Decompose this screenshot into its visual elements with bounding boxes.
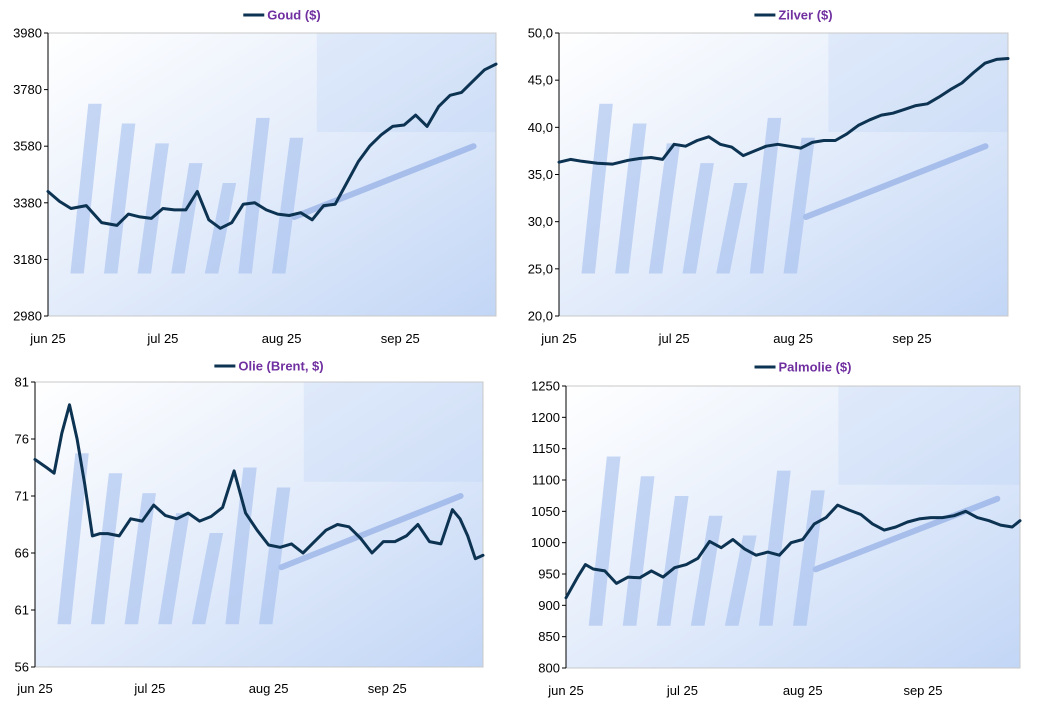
legend: Palmolie ($): [754, 360, 852, 375]
x-tick-label: jul 25: [133, 681, 165, 696]
y-tick-label: 45,0: [528, 73, 553, 88]
y-tick-label: 1000: [531, 535, 560, 550]
legend: Goud ($): [243, 8, 321, 23]
legend-label: Zilver ($): [778, 8, 832, 23]
x-tick-label: sep 25: [893, 331, 932, 346]
decorative-bars-image: [57, 382, 483, 625]
series-line-goud: [46, 62, 498, 230]
legend-label: Goud ($): [267, 8, 320, 23]
y-tick-label: 61: [15, 603, 29, 618]
y-tick-label: 3180: [13, 252, 42, 267]
y-tick-label: 30,0: [528, 214, 553, 229]
x-tick-label: jun 25: [16, 681, 52, 696]
series-line-olie-brent: [33, 403, 485, 561]
y-tick-label: 56: [15, 660, 29, 675]
y-tick-label: 1250: [531, 379, 560, 394]
x-tick-label: jul 25: [666, 683, 698, 698]
legend: Olie (Brent, $): [214, 359, 324, 374]
x-tick-label: jun 25: [547, 683, 583, 698]
x-tick-label: jun 25: [29, 331, 65, 346]
y-tick-label: 3580: [13, 139, 42, 154]
y-tick-label: 76: [15, 432, 29, 447]
x-tick-label: jul 25: [146, 331, 178, 346]
y-tick-label: 20,0: [528, 309, 553, 324]
y-tick-label: 35,0: [528, 167, 553, 182]
chart-palmolie: 800 850 900 950 1000 1050 1100 1150 1200 1250 jun …: [531, 360, 1022, 698]
y-tick-label: 950: [538, 567, 560, 582]
decorative-bars-image: [581, 33, 1008, 274]
legend-label: Palmolie ($): [779, 360, 852, 375]
x-tick-label: aug 25: [773, 331, 813, 346]
y-tick-label: 3780: [13, 82, 42, 97]
x-tick-label: aug 25: [262, 331, 302, 346]
x-tick-label: sep 25: [903, 683, 942, 698]
y-tick-label: 40,0: [528, 120, 553, 135]
series-line-palmolie: [564, 503, 1022, 600]
y-tick-label: 3980: [13, 26, 42, 41]
chart-goud: 2980 3180 3380 3580 3780 3980 jun 25 jul 25 aug …: [13, 8, 498, 346]
x-tick-label: jul 25: [658, 331, 690, 346]
y-tick-label: 2980: [13, 309, 42, 324]
x-tick-label: jun 25: [540, 331, 576, 346]
y-tick-label: 81: [15, 375, 29, 390]
y-tick-label: 3380: [13, 195, 42, 210]
chart-olie-brent: 56 61 66 71 76 81 jun 25 jul 25 aug 25 sep 25 Olie…: [15, 359, 485, 696]
chart-zilver: 20,0 25,0 30,0 35,0 40,0 45,0 50,0 jun 25 jul 25…: [528, 8, 1010, 346]
y-tick-label: 1200: [531, 410, 560, 425]
y-tick-label: 1050: [531, 504, 560, 519]
y-tick-label: 1150: [532, 441, 560, 456]
y-tick-label: 1100: [532, 473, 560, 488]
y-tick-label: 50,0: [528, 26, 553, 41]
legend: Zilver ($): [754, 8, 833, 23]
series-line-zilver: [557, 57, 1010, 166]
x-tick-label: aug 25: [249, 681, 289, 696]
x-tick-label: aug 25: [783, 683, 823, 698]
y-tick-label: 900: [538, 598, 560, 613]
y-tick-label: 850: [538, 629, 560, 644]
x-tick-label: sep 25: [368, 681, 407, 696]
y-tick-label: 25,0: [528, 261, 553, 276]
x-tick-label: sep 25: [381, 331, 420, 346]
y-tick-label: 71: [15, 489, 29, 504]
y-tick-label: 800: [538, 661, 560, 676]
legend-label: Olie (Brent, $): [238, 359, 323, 374]
y-tick-label: 66: [15, 546, 29, 561]
